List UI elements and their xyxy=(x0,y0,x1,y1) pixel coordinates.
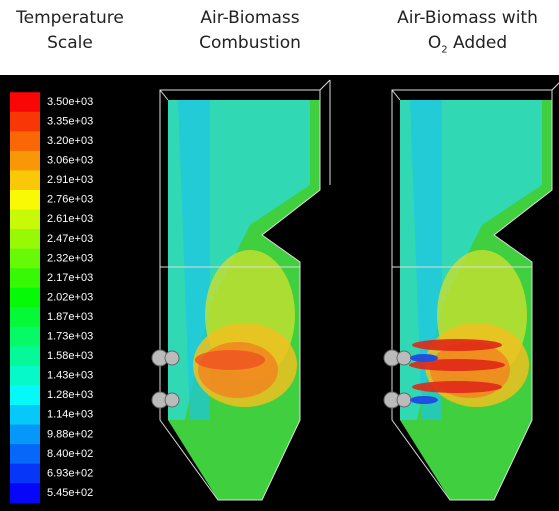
scale-label: 2.91e+03 xyxy=(47,174,93,186)
scale-label: 6.93e+02 xyxy=(47,467,93,479)
scale-label: 9.88e+02 xyxy=(47,428,93,440)
scale-swatch xyxy=(10,366,40,386)
scale-swatch xyxy=(10,229,40,249)
simulation: 3.50e+03 3.35e+03 3.20e+03 3.06e+03 2.91e+03… xyxy=(0,0,559,511)
scale-swatch xyxy=(10,131,40,151)
scale-swatch xyxy=(10,425,40,445)
scale-swatch xyxy=(10,464,40,484)
scale-label: 2.61e+03 xyxy=(47,213,93,225)
scale-swatch xyxy=(10,249,40,269)
scale-swatch xyxy=(10,92,40,112)
scale-swatch xyxy=(10,210,40,230)
scale-label: 1.43e+03 xyxy=(47,370,93,382)
scale-swatch xyxy=(10,405,40,425)
scale-label: 3.50e+03 xyxy=(47,96,93,108)
scale-swatch xyxy=(10,483,40,503)
scale-swatch xyxy=(10,307,40,327)
scale-label: 1.73e+03 xyxy=(47,331,93,343)
scale-label: 1.58e+03 xyxy=(47,350,93,362)
scale-label: 2.17e+03 xyxy=(47,272,93,284)
scale-label: 1.14e+03 xyxy=(47,409,93,421)
scale-label: 3.06e+03 xyxy=(47,155,93,167)
scale-swatch xyxy=(10,151,40,171)
scale-swatch xyxy=(10,170,40,190)
scale-swatch xyxy=(10,346,40,366)
scale-swatch xyxy=(10,327,40,347)
scale-swatch xyxy=(10,268,40,288)
scale-label: 2.76e+03 xyxy=(47,194,93,206)
scale-label: 8.40e+02 xyxy=(47,448,93,460)
scale-swatch xyxy=(10,444,40,464)
scale-label: 1.28e+03 xyxy=(47,389,93,401)
scale-label: 2.32e+03 xyxy=(47,252,93,264)
scale-label: 5.45e+02 xyxy=(47,487,93,499)
scale-swatch xyxy=(10,190,40,210)
scale-swatch xyxy=(10,385,40,405)
scale-swatch xyxy=(10,112,40,132)
scale-swatch xyxy=(10,288,40,308)
scale-label: 2.47e+03 xyxy=(47,233,93,245)
scale-label: 3.20e+03 xyxy=(47,135,93,147)
scale-label: 2.02e+03 xyxy=(47,291,93,303)
scale-label: 1.87e+03 xyxy=(47,311,93,323)
scale-label: 3.35e+03 xyxy=(47,115,93,127)
figure: Temperature Scale Air-Biomass Combustion… xyxy=(0,0,559,511)
